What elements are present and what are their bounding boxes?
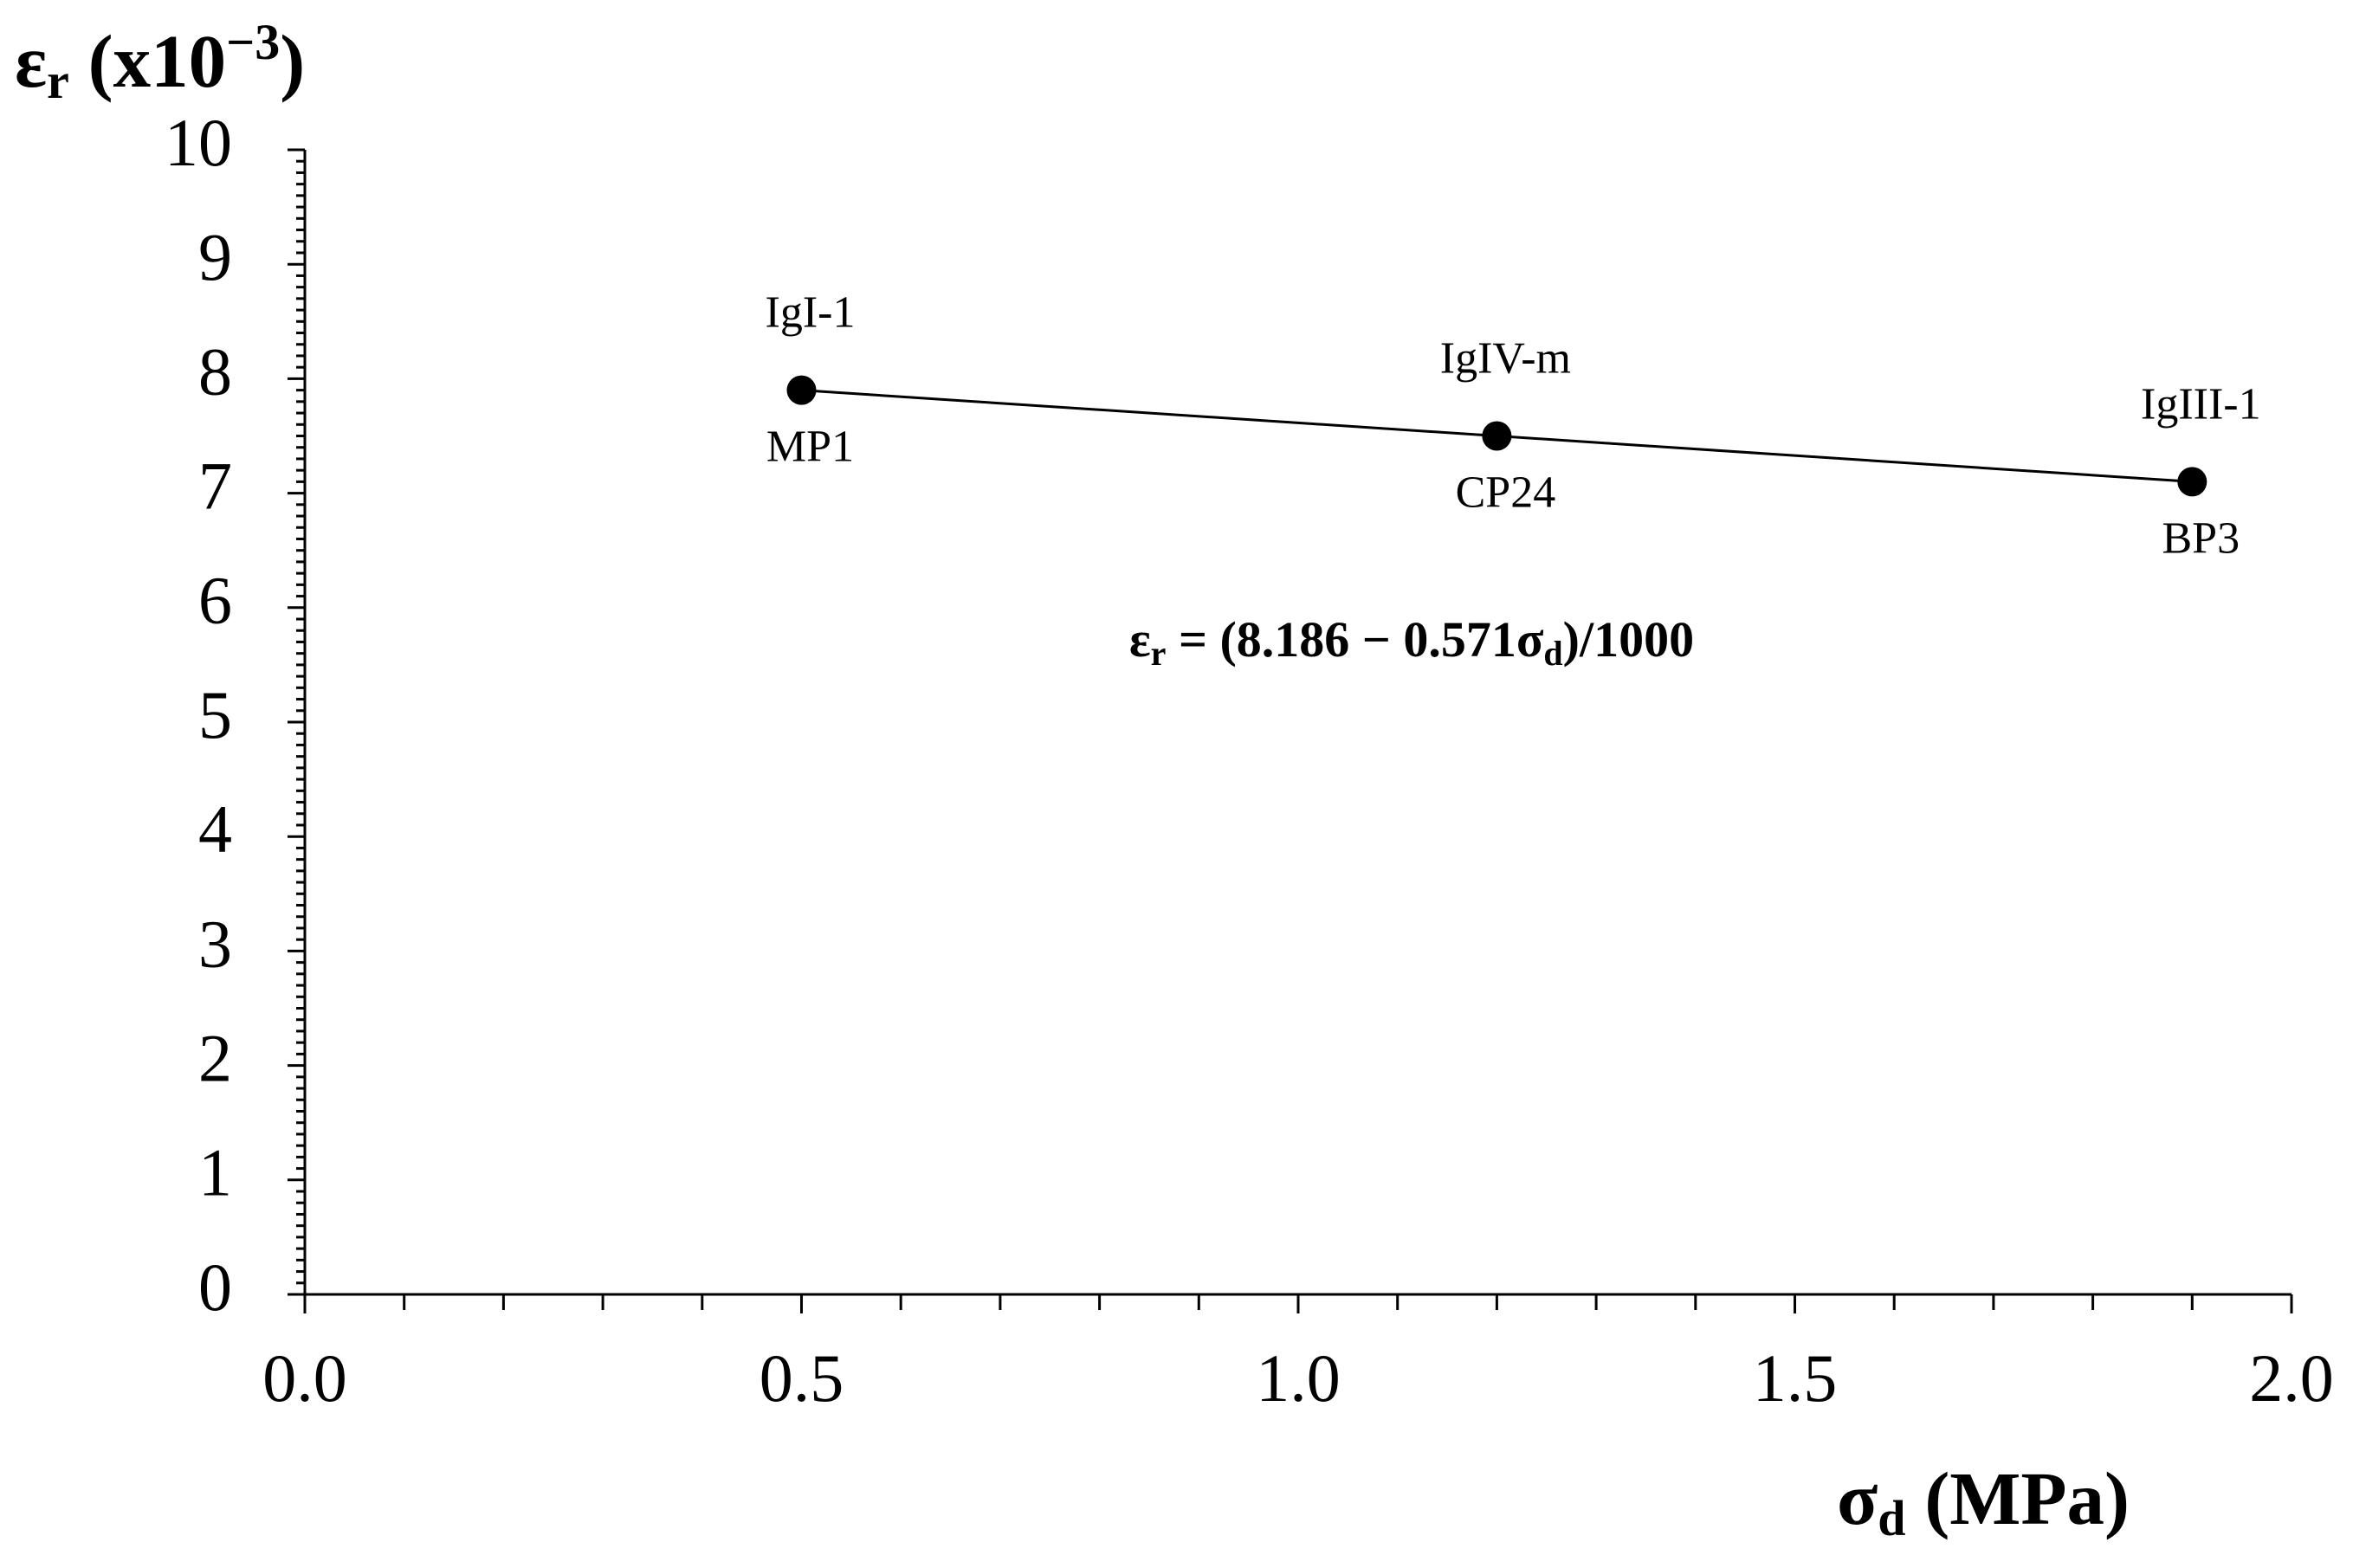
y-tick-label: 2 xyxy=(198,1021,232,1096)
y-tick-label: 1 xyxy=(198,1135,232,1210)
point-label-above: IgIII-1 xyxy=(2141,379,2261,429)
x-tick-label: 0.5 xyxy=(760,1340,844,1416)
y-tick-label: 3 xyxy=(198,906,232,981)
y-tick-label: 10 xyxy=(165,105,232,180)
x-tick-label: 2.0 xyxy=(2249,1340,2334,1416)
point xyxy=(2177,467,2208,497)
y-tick-label: 6 xyxy=(198,563,232,638)
point xyxy=(786,375,817,405)
point-label-above: IgIV-m xyxy=(1440,333,1571,383)
x-tick-label: 0.0 xyxy=(262,1340,347,1416)
y-tick-label: 8 xyxy=(198,333,232,409)
point xyxy=(1482,421,1512,451)
y-tick-label: 7 xyxy=(198,448,232,524)
point-label-below: BP3 xyxy=(2162,513,2240,563)
x-tick-label: 1.5 xyxy=(1753,1340,1838,1416)
point-label-below: CP24 xyxy=(1456,468,1556,517)
x-tick-label: 1.0 xyxy=(1256,1340,1341,1416)
point-label-above: IgI-1 xyxy=(766,288,856,338)
point-label-below: MP1 xyxy=(766,423,854,472)
y-tick-label: 5 xyxy=(198,677,232,752)
y-tick-label: 0 xyxy=(198,1249,232,1325)
equation: εr = (8.186 − 0.571σd)/1000 xyxy=(1129,611,1694,673)
y-tick-label: 9 xyxy=(198,219,232,294)
y-tick-label: 4 xyxy=(198,791,232,867)
y-axis-title: εr (x10−3) xyxy=(15,14,305,109)
x-axis-title: σd (MPa) xyxy=(1837,1456,2130,1546)
